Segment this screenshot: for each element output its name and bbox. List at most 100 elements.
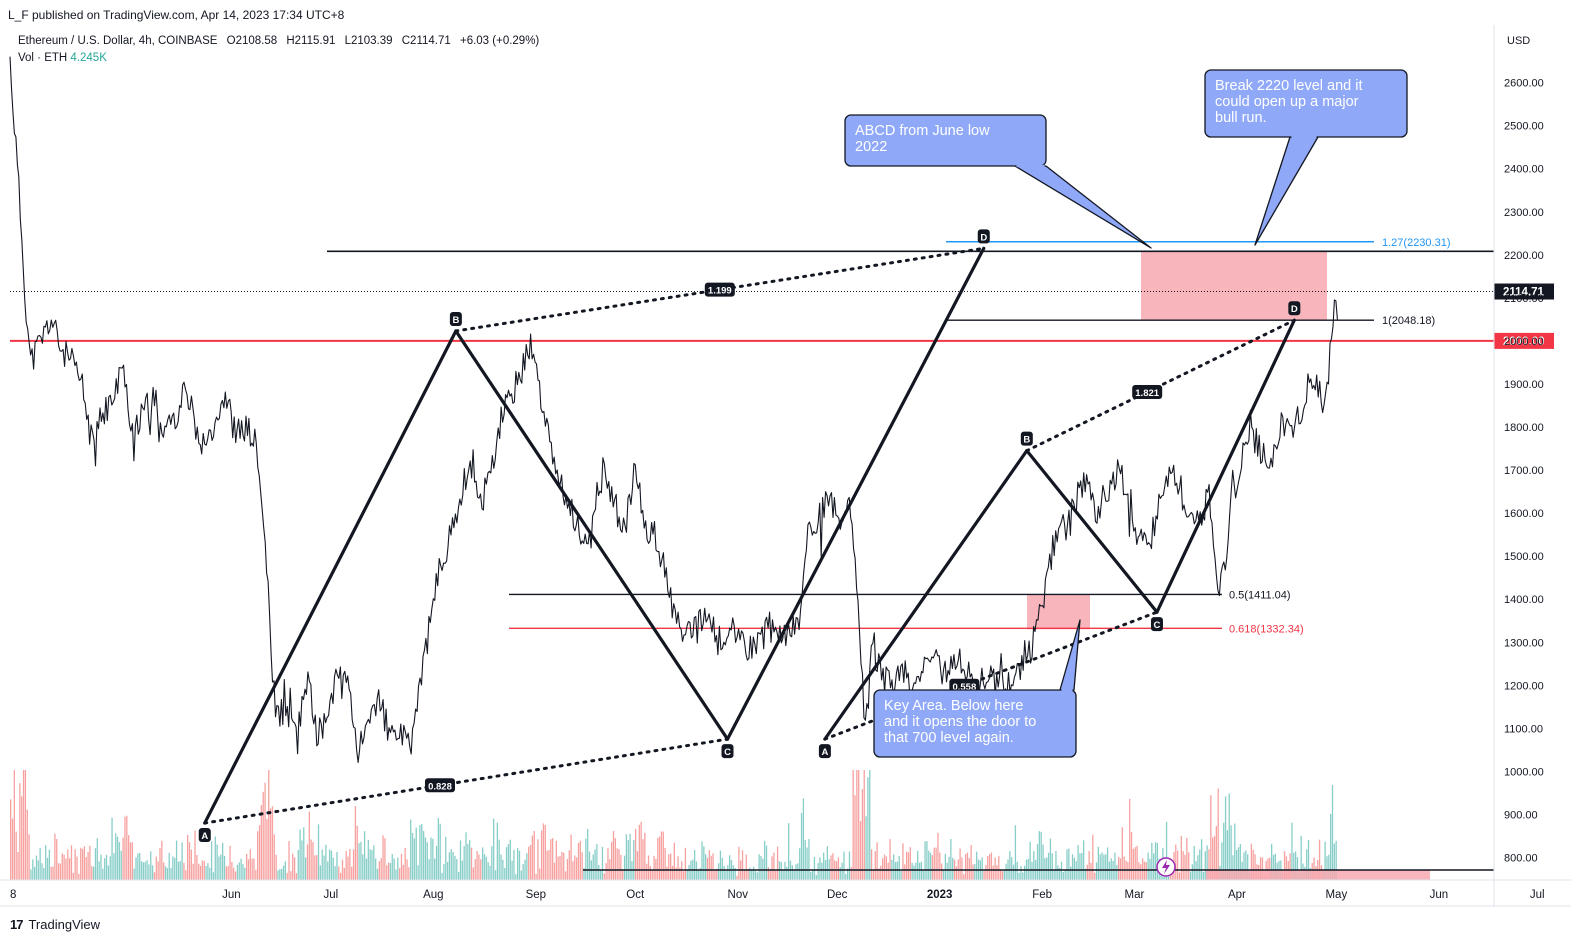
- volume-bar: [815, 874, 817, 880]
- symbol-name[interactable]: Ethereum / U.S. Dollar, 4h, COINBASE: [18, 35, 218, 47]
- volume-bar: [1234, 823, 1236, 880]
- volume-bar: [426, 842, 428, 880]
- volume-bar: [883, 854, 886, 880]
- volume-bar: [911, 862, 913, 880]
- volume-bar: [1154, 842, 1157, 880]
- volume-bar: [898, 855, 900, 880]
- volume-bar: [1058, 867, 1061, 880]
- volume-bar: [913, 865, 915, 880]
- volume-bar: [646, 863, 648, 880]
- volume-bar: [1003, 869, 1005, 880]
- note-key-text: Key Area. Below here: [884, 698, 1023, 714]
- note-key-box: [873, 689, 1077, 758]
- volume-bar: [349, 848, 351, 880]
- pattern-1-point-label: D: [980, 232, 987, 243]
- volume-bar: [1064, 870, 1066, 880]
- volume-bar: [181, 842, 183, 880]
- volume-bar: [987, 855, 989, 880]
- volume-bar: [832, 853, 834, 880]
- volume-bar: [122, 837, 124, 880]
- volume-bar: [1057, 865, 1059, 880]
- volume-bar: [563, 852, 565, 880]
- volume-bar: [371, 850, 373, 880]
- volume-bar: [435, 845, 438, 880]
- volume-bar: [537, 839, 539, 880]
- volume-bar: [150, 851, 152, 880]
- volume-bar: [1088, 850, 1090, 880]
- volume-bar: [398, 868, 401, 880]
- volume-bar: [316, 855, 318, 880]
- volume-bar: [1001, 871, 1004, 880]
- volume-bar: [988, 854, 991, 880]
- volume-bar: [983, 870, 985, 880]
- volume-bar: [520, 870, 522, 880]
- volume-bar: [406, 859, 408, 880]
- volume-bar: [115, 833, 117, 880]
- volume-bar: [284, 861, 286, 880]
- volume-bar: [968, 858, 970, 880]
- volume-bar: [85, 857, 87, 880]
- footer-brand[interactable]: 17 TradingView: [10, 917, 100, 932]
- volume-bar: [732, 865, 734, 880]
- volume-bar: [80, 847, 82, 880]
- volume-bar: [870, 849, 873, 880]
- volume-bar: [1259, 857, 1262, 880]
- volume-bar: [87, 852, 89, 880]
- volume-bar: [308, 811, 310, 880]
- volume-bar: [360, 841, 362, 880]
- volume-bar: [1283, 851, 1286, 880]
- volume-bar: [548, 849, 550, 880]
- note-break-text: Break 2220 level and it: [1215, 78, 1363, 94]
- volume-bar: [616, 848, 618, 880]
- volume-bar: [277, 870, 279, 880]
- volume-bar: [163, 862, 165, 880]
- pattern-2-leg: [823, 449, 1029, 741]
- volume-bar: [229, 846, 231, 880]
- volume-bar: [869, 770, 871, 880]
- volume-bar: [410, 819, 412, 880]
- level-2000-tag: [1494, 332, 1554, 349]
- volume-bar: [1250, 843, 1253, 880]
- volume-bar: [194, 830, 196, 880]
- axes: USD 800.00 900.00 1000.00 1100.00 1200.00 1300…: [0, 25, 1571, 907]
- volume-bar: [1141, 858, 1144, 880]
- volume-bar: [262, 791, 264, 880]
- volume-bar: [196, 855, 198, 880]
- volume-bar: [929, 852, 932, 880]
- volume-bar: [1178, 872, 1181, 880]
- volume-bar: [1090, 862, 1092, 880]
- volume-bar: [579, 840, 581, 880]
- volume-bar: [68, 858, 71, 880]
- volume-bar: [251, 858, 253, 880]
- volume-bar: [952, 857, 954, 880]
- volume-bar: [26, 809, 28, 880]
- volume-bar: [430, 837, 432, 880]
- volume-bar: [992, 865, 994, 880]
- volume-bar: [596, 844, 598, 880]
- volume-bar: [915, 862, 917, 880]
- volume-bar: [312, 841, 314, 880]
- volume-bar: [1261, 857, 1264, 880]
- volume-bar: [893, 854, 895, 880]
- volume-bar: [279, 869, 281, 880]
- volume-bar: [378, 861, 381, 880]
- volume-bar: [1086, 864, 1088, 880]
- volume-bar: [233, 867, 235, 880]
- symbol-legend[interactable]: Ethereum / U.S. Dollar, 4h, COINBASE O21…: [18, 35, 545, 47]
- volume-bar: [830, 855, 832, 880]
- volume-bar: [489, 865, 491, 880]
- volume-bar: [338, 866, 340, 880]
- volume-bar: [234, 871, 237, 880]
- y-tick-label: 2000.00: [1504, 336, 1544, 348]
- volume-bar: [566, 858, 569, 880]
- volume-bar: [439, 823, 441, 880]
- volume-bar: [725, 869, 727, 880]
- volume-bar: [356, 825, 358, 880]
- volume-bar: [288, 841, 290, 880]
- volume-bar: [550, 839, 552, 880]
- volume-bar: [391, 853, 393, 880]
- volume-legend[interactable]: Vol · ETH 4.245K: [18, 52, 107, 64]
- note-abcd-pointer: [1014, 165, 1152, 249]
- volume-bar: [417, 865, 419, 880]
